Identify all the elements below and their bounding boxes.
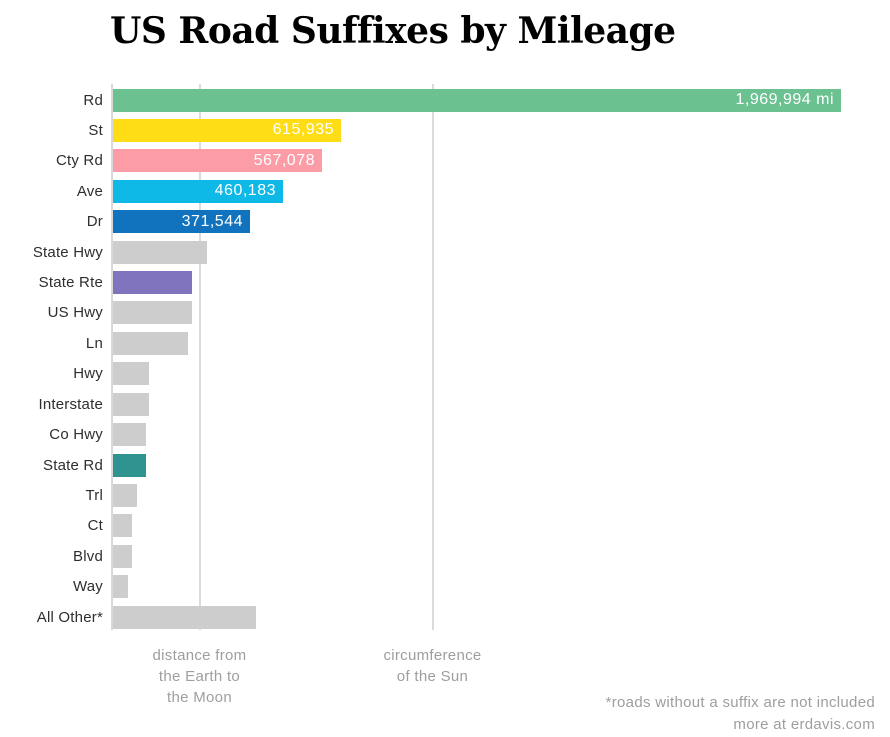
bar-row: US Hwy (0, 301, 890, 325)
bar-interstate (113, 392, 149, 416)
gridline (431, 84, 434, 630)
category-label: Rd (83, 91, 103, 109)
bar-dr: 371,544 (113, 210, 250, 234)
bar-way (113, 575, 128, 599)
bar-row: State Rd (0, 453, 890, 477)
bar-row: St 615,935 (0, 118, 890, 142)
bar-value-label: 1,969,994 mi (735, 91, 834, 108)
bar-value-label: 460,183 (214, 182, 276, 200)
category-label: Ave (76, 182, 103, 200)
category-label: Interstate (38, 395, 103, 413)
bar-row: Way (0, 575, 890, 599)
bar-state-hwy (113, 240, 207, 264)
bar-ave: 460,183 (113, 179, 283, 203)
x-axis-annotation: circumference of the Sun (323, 645, 543, 687)
bar-state-rd (113, 453, 146, 477)
bar-row: All Other* (0, 605, 890, 629)
category-label: State Rte (38, 274, 103, 292)
bar-row: Cty Rd 567,078 (0, 149, 890, 173)
bar-value-label: 567,078 (253, 151, 315, 169)
bar-row: Co Hwy (0, 423, 890, 447)
bar-hwy (113, 362, 149, 386)
bar-row: Ave 460,183 (0, 179, 890, 203)
category-label: All Other* (36, 608, 103, 626)
bar-row: Interstate (0, 392, 890, 416)
x-axis-annotation-line: the Earth to (158, 668, 241, 685)
x-axis-annotations: distance from the Earth to the Moon circumf… (0, 645, 890, 715)
x-axis-annotation-line: distance from (152, 647, 247, 664)
bar-trl (113, 483, 137, 507)
bar-row: Dr 371,544 (0, 210, 890, 234)
footnote: *roads without a suffix are not included (605, 694, 875, 711)
bar-us-hwy (113, 301, 192, 325)
bar-value-label: 615,935 (272, 121, 334, 139)
bar-row: Ln (0, 331, 890, 355)
bar-row: Ct (0, 514, 890, 538)
bar-co-hwy (113, 423, 146, 447)
bar-row: Rd 1,969,994 mi (0, 88, 890, 112)
bar-row: Trl (0, 483, 890, 507)
y-axis-line (110, 84, 113, 630)
gridline (198, 84, 201, 630)
footer: *roads without a suffix are not included… (606, 692, 875, 736)
bar-cty-rd: 567,078 (113, 149, 322, 173)
category-label: Way (72, 578, 103, 596)
category-label: Co Hwy (49, 426, 103, 444)
credit: more at erdavis.com (733, 716, 875, 733)
bar-chart: Rd 1,969,994 mi St 615,935 Cty Rd 567,078 Ave 4… (0, 84, 890, 630)
bar-st: 615,935 (113, 118, 341, 142)
x-axis-annotation: distance from the Earth to the Moon (90, 645, 310, 708)
category-label: Blvd (73, 547, 103, 565)
bar-row: State Rte (0, 271, 890, 295)
bar-ln (113, 331, 188, 355)
category-label: Trl (85, 486, 103, 504)
bar-row: State Hwy (0, 240, 890, 264)
x-axis-annotation-line: circumference (383, 647, 482, 664)
category-label: US Hwy (47, 304, 103, 322)
bar-state-rte (113, 271, 192, 295)
x-axis-annotation-line: the Moon (167, 689, 232, 706)
category-label: State Rd (43, 456, 103, 474)
bar-ct (113, 514, 132, 538)
x-axis-annotation-line: of the Sun (396, 668, 469, 685)
category-label: Ln (85, 334, 103, 352)
category-label: State Hwy (32, 243, 103, 261)
category-label: Ct (87, 517, 103, 535)
category-label: Dr (86, 213, 103, 231)
bar-all-other (113, 605, 256, 629)
category-label: Cty Rd (55, 152, 103, 170)
category-label: Hwy (73, 365, 103, 383)
bar-blvd (113, 544, 132, 568)
bar-value-label: 371,544 (181, 212, 243, 230)
bar-rd: 1,969,994 mi (113, 88, 841, 112)
bar-row: Hwy (0, 362, 890, 386)
bar-row: Blvd (0, 544, 890, 568)
category-label: St (88, 121, 103, 139)
chart-title: US Road Suffixes by Mileage (110, 10, 676, 52)
